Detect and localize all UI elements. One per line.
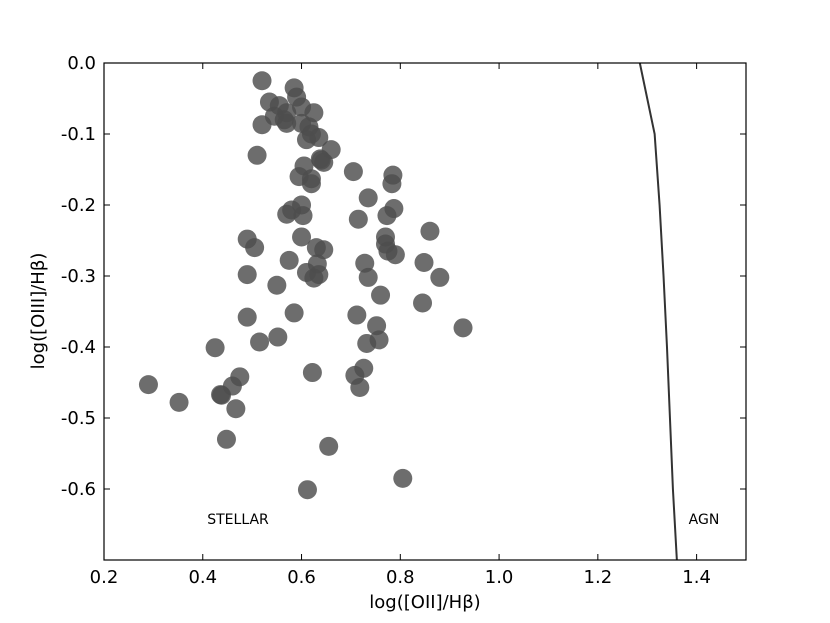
y-tick-label: -0.5 bbox=[61, 408, 96, 429]
axes: 0.2 0.4 0.6 0.8 1.0 1.2 1.4 0.0 -0.1 -0.2 -0.3 -0.4… bbox=[61, 53, 747, 588]
data-point bbox=[245, 238, 265, 258]
data-point bbox=[304, 268, 324, 288]
x-tick-label: 0.4 bbox=[188, 567, 217, 588]
data-point bbox=[252, 115, 272, 135]
stellar-region-label: STELLAR bbox=[207, 512, 269, 528]
data-point bbox=[252, 71, 272, 91]
data-point bbox=[371, 285, 391, 305]
data-point bbox=[357, 333, 377, 353]
data-point bbox=[302, 363, 322, 383]
data-point bbox=[292, 227, 312, 247]
plot-frame bbox=[103, 62, 747, 561]
data-point bbox=[311, 150, 331, 170]
data-point bbox=[367, 316, 387, 336]
data-point bbox=[358, 188, 378, 208]
data-point bbox=[268, 327, 288, 347]
data-point bbox=[296, 130, 316, 150]
data-point bbox=[413, 293, 433, 313]
data-point bbox=[237, 265, 257, 285]
y-tick-label: -0.2 bbox=[61, 195, 96, 216]
data-point bbox=[211, 385, 231, 405]
x-tick-label: 1.4 bbox=[682, 567, 711, 588]
data-point bbox=[216, 429, 236, 449]
y-tick-label: -0.4 bbox=[61, 337, 96, 358]
data-point bbox=[293, 206, 313, 226]
data-point bbox=[350, 377, 370, 397]
data-point bbox=[382, 174, 402, 194]
x-axis-label: log([OII]/Hβ) bbox=[369, 592, 480, 613]
y-tick-label: -0.3 bbox=[61, 266, 96, 287]
data-point bbox=[301, 174, 321, 194]
data-point bbox=[279, 250, 299, 270]
data-point bbox=[343, 162, 363, 182]
data-point bbox=[205, 338, 225, 358]
data-point bbox=[430, 267, 450, 287]
data-point bbox=[348, 209, 368, 229]
x-tick-label: 0.6 bbox=[287, 567, 316, 588]
data-point bbox=[420, 221, 440, 241]
data-point bbox=[267, 275, 287, 295]
y-tick-label: 0.0 bbox=[67, 53, 96, 74]
y-tick-label: -0.6 bbox=[61, 479, 96, 500]
data-point bbox=[393, 468, 413, 488]
agn-region-label: AGN bbox=[689, 512, 720, 528]
data-point bbox=[358, 267, 378, 287]
data-point bbox=[284, 303, 304, 323]
data-point bbox=[169, 392, 189, 412]
data-point bbox=[226, 399, 246, 419]
data-point bbox=[297, 480, 317, 500]
x-tick-label: 0.8 bbox=[386, 567, 415, 588]
data-point bbox=[314, 240, 334, 260]
data-point bbox=[250, 332, 270, 352]
data-point bbox=[277, 113, 297, 133]
agn-demarcation-line bbox=[638, 62, 678, 561]
y-axis-label: log([OIII]/Hβ) bbox=[28, 253, 49, 370]
x-tick-label: 0.2 bbox=[90, 567, 119, 588]
data-point bbox=[319, 436, 339, 456]
data-point bbox=[453, 318, 473, 338]
data-point bbox=[414, 253, 434, 273]
data-point bbox=[277, 204, 297, 224]
data-point bbox=[385, 245, 405, 265]
y-tick-label: -0.1 bbox=[61, 124, 96, 145]
x-tick-label: 1.2 bbox=[584, 567, 613, 588]
data-point bbox=[138, 375, 158, 395]
data-points bbox=[138, 71, 473, 500]
data-point bbox=[247, 145, 267, 165]
data-point bbox=[347, 305, 367, 325]
data-point bbox=[237, 307, 257, 327]
data-point bbox=[355, 253, 375, 273]
data-point bbox=[377, 206, 397, 226]
x-tick-label: 1.0 bbox=[485, 567, 514, 588]
